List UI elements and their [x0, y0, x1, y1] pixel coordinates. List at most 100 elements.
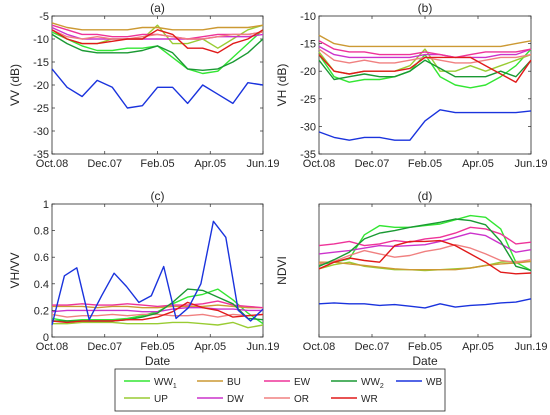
x-tick-label: Oct.08 [36, 341, 68, 353]
legend-label-text: DW [227, 394, 244, 405]
x-tick-label: Jun.19 [514, 341, 547, 353]
legend-label: EW [294, 377, 311, 388]
series-line-up [52, 321, 264, 329]
legend-item-ww2: WW2 [331, 377, 384, 390]
series-line-dw [318, 45, 532, 59]
panel-label: (c) [151, 189, 165, 203]
x-tick-label: Oct.08 [303, 341, 335, 353]
y-tick-label: 0.8 [34, 226, 49, 238]
series-line-bu [318, 34, 532, 48]
series-line-wr [318, 239, 532, 275]
series-line-ww1 [318, 214, 532, 272]
y-tick-label: -10 [300, 11, 316, 23]
series-line-wb [318, 298, 532, 309]
x-tick-label: Apr.05 [194, 158, 226, 170]
panel-a: -35 -30 -25 -20 -15 -10 -5 Oct.08 Dec.07 Feb.05 Ap… [8, 1, 280, 170]
panel-b: -35 -30 -25 -20 -15 -10 Oct.08 Dec.07 Feb.05 Apr.… [275, 1, 548, 170]
x-tick-label: Feb.05 [408, 158, 442, 170]
legend-item-up: UP [124, 394, 168, 405]
y-tick-label: 0 [43, 332, 49, 344]
y-tick-label: -25 [300, 94, 316, 106]
series-line-ew [318, 40, 532, 59]
y-axis-label: NDVI [275, 256, 289, 285]
x-axis-label: Date [412, 354, 438, 368]
legend-label: WB [426, 377, 442, 388]
legend-item-or: OR [264, 394, 309, 405]
y-tick-label: -35 [33, 149, 49, 161]
y-tick-label: -15 [300, 39, 316, 51]
legend-item-dw: DW [197, 394, 244, 405]
series-line-or [51, 29, 264, 40]
y-tick-label: -30 [33, 126, 49, 138]
y-axis-label: VV (dB) [8, 64, 22, 106]
series-line-dw [51, 26, 264, 40]
series-line-wb [318, 109, 532, 141]
x-axis-label: Date [145, 354, 171, 368]
panel-label: (a) [150, 1, 165, 15]
legend-item-bu: BU [197, 377, 241, 388]
legend-label: DW [227, 394, 244, 405]
x-tick-label: Dec.07 [355, 341, 390, 353]
x-tick-label: Dec.07 [87, 158, 122, 170]
legend-frame [114, 368, 446, 412]
y-tick-label: -10 [33, 34, 49, 46]
y-axis-label: VH/VV [8, 252, 22, 288]
legend-label: WW1 [154, 377, 177, 390]
x-tick-label: Feb.05 [140, 158, 174, 170]
series-group [318, 34, 532, 141]
x-tick-label: Feb.05 [140, 341, 174, 353]
panel-label: (b) [418, 1, 433, 15]
x-tick-label: Feb.05 [408, 341, 442, 353]
x-tick-label: Jun.19 [246, 341, 279, 353]
series-line-or [318, 243, 532, 265]
legend-label-subscript: 1 [173, 383, 177, 390]
legend-label-text: WR [361, 394, 378, 405]
legend-label: WW2 [361, 377, 384, 390]
legend-item-wr: WR [331, 394, 378, 405]
series-line-ww2 [318, 218, 532, 272]
series-line-wb [51, 68, 264, 109]
x-tick-label: Apr.05 [462, 158, 494, 170]
x-tick-label: Apr.05 [462, 341, 494, 353]
legend-label-text: BU [227, 377, 241, 388]
legend: WW1 BU EW WW2 WB UP DW OR WR [114, 368, 446, 412]
legend-label: BU [227, 377, 241, 388]
series-line-wr [51, 301, 264, 324]
series-line-ew [52, 300, 264, 309]
x-tick-label: Jun.19 [246, 158, 279, 170]
legend-label-text: OR [294, 394, 309, 405]
series-line-up [318, 260, 531, 272]
y-tick-label: 0.6 [34, 252, 49, 264]
legend-label: UP [154, 394, 168, 405]
series-line-bu [319, 260, 532, 271]
y-tick-label: -35 [300, 149, 316, 161]
legend-label: OR [294, 394, 309, 405]
series-line-dw [318, 232, 532, 255]
y-tick-label: -5 [39, 11, 49, 23]
series-group [51, 220, 264, 329]
legend-item-wb: WB [396, 377, 442, 388]
legend-item-ww1: WW1 [124, 377, 177, 390]
y-tick-label: -25 [33, 103, 49, 115]
legend-label-subscript: 2 [380, 383, 384, 390]
series-line-wr [318, 54, 532, 83]
x-tick-label: Dec.07 [355, 158, 390, 170]
panel-label: (d) [418, 189, 433, 203]
y-tick-label: -20 [33, 80, 49, 92]
legend-label-text: WB [426, 377, 442, 388]
y-tick-label: -30 [300, 121, 316, 133]
panel-d: Oct.08 Dec.07 Feb.05 Apr.05 Jun.19 (d) NDVI Dat… [275, 189, 548, 368]
series-line-wr [51, 29, 264, 54]
y-tick-label: 0.4 [34, 279, 49, 291]
panel-c: 0 0.2 0.4 0.6 0.8 1 Oct.08 Dec.07 Feb.05 Apr.05 Ju… [8, 189, 280, 368]
legend-label: WR [361, 394, 378, 405]
legend-label-text: EW [294, 377, 311, 388]
series-line-bu [52, 304, 263, 309]
series-line-ew [318, 226, 532, 247]
y-tick-label: 1 [43, 199, 49, 211]
x-tick-label: Oct.08 [36, 158, 68, 170]
x-tick-label: Apr.05 [194, 341, 226, 353]
x-tick-label: Dec.07 [87, 341, 122, 353]
plot-area-frame [318, 15, 532, 155]
